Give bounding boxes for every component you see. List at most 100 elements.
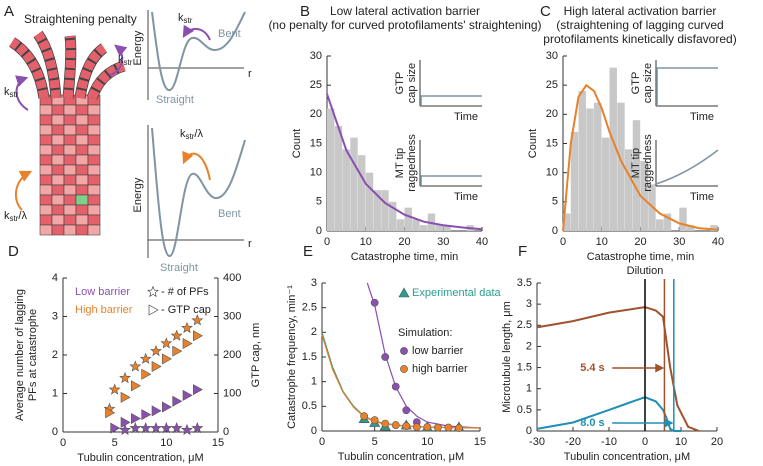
tubulin-block bbox=[51, 174, 65, 186]
x-tick-label: 0 bbox=[324, 236, 330, 248]
x-label: Tubulin concentration, μM bbox=[338, 451, 464, 463]
tubulin-block bbox=[63, 214, 77, 226]
protofilament bbox=[75, 44, 107, 99]
x-tick-label: 20 bbox=[398, 236, 410, 248]
state-label: Bent bbox=[218, 208, 241, 220]
x-tick-label: -10 bbox=[601, 436, 617, 448]
y-tick-label: 1 bbox=[526, 383, 532, 395]
bar bbox=[396, 219, 405, 231]
y-tick-label: 25 bbox=[546, 79, 558, 91]
rate-sub: str bbox=[10, 214, 19, 223]
y-label: Count bbox=[291, 129, 303, 158]
inset-y-label: GTP bbox=[630, 72, 642, 95]
point bbox=[172, 345, 183, 357]
y-tick-label: 5 bbox=[316, 196, 322, 208]
y-label: Average number of lagging bbox=[14, 289, 26, 421]
panel-label: D bbox=[8, 243, 19, 260]
tubulin-block bbox=[39, 144, 53, 156]
fit-line bbox=[562, 83, 719, 232]
rate-k: k bbox=[4, 86, 10, 98]
y-tick-label: 1.5 bbox=[302, 351, 317, 363]
tubulin-block bbox=[63, 154, 77, 166]
rate-label: kstr bbox=[118, 54, 133, 67]
bar bbox=[586, 108, 594, 231]
panel-a: A Straightening penalty kstr kstr kstr/λ… bbox=[4, 3, 252, 274]
y-tick-label: 2 bbox=[52, 349, 58, 361]
inset-y-label: raggedness bbox=[406, 134, 418, 192]
tubulin-block bbox=[63, 164, 77, 176]
bar bbox=[632, 120, 641, 231]
tubulin-block bbox=[39, 194, 53, 206]
rate-label: kstr bbox=[178, 12, 193, 25]
tubulin-block bbox=[39, 184, 53, 196]
rate-sub: str bbox=[184, 16, 193, 25]
x-tick-label: 0 bbox=[560, 236, 566, 248]
tubulin-block bbox=[39, 204, 53, 216]
tubulin-block bbox=[75, 204, 89, 216]
point bbox=[191, 421, 204, 434]
event-label: Dilution bbox=[627, 265, 664, 277]
line bbox=[536, 306, 700, 432]
bar bbox=[570, 131, 579, 231]
legend-marker bbox=[400, 365, 408, 373]
tubulin-block bbox=[87, 204, 101, 216]
tubulin-block bbox=[39, 124, 53, 136]
rate-label: kstr/λ bbox=[180, 128, 203, 141]
tubulin-block bbox=[87, 104, 101, 116]
bar bbox=[679, 207, 687, 231]
panel-label: C bbox=[540, 3, 551, 20]
bar bbox=[358, 155, 366, 231]
y2-tick-label: 0 bbox=[223, 426, 229, 438]
tubulin-block bbox=[51, 184, 65, 196]
x-label: r bbox=[248, 238, 252, 250]
y-tick-label: 1.5 bbox=[517, 361, 532, 373]
x-tick-label: 20 bbox=[711, 436, 723, 448]
tubulin-block bbox=[39, 214, 53, 226]
point bbox=[160, 337, 173, 349]
rate-label: kstr bbox=[4, 86, 19, 99]
tubulin-block bbox=[51, 104, 65, 116]
x-tick-label: 15 bbox=[474, 436, 486, 448]
bar bbox=[412, 219, 420, 231]
x-tick-label: 0 bbox=[319, 436, 325, 448]
point bbox=[150, 421, 162, 434]
tubulin-block bbox=[51, 154, 65, 166]
y2-tick-label: 400 bbox=[223, 272, 241, 284]
tubulin-block bbox=[39, 154, 53, 166]
point bbox=[131, 413, 141, 425]
rate-tail: /λ bbox=[18, 210, 27, 222]
legend-label: - # of PFs bbox=[161, 286, 209, 298]
y-tick-label: 30 bbox=[310, 50, 322, 62]
x-tick-label: 10 bbox=[675, 436, 687, 448]
legend-marker bbox=[147, 285, 159, 298]
point bbox=[151, 405, 162, 417]
y-tick-label: 15 bbox=[310, 137, 322, 149]
tubulin-block bbox=[51, 144, 65, 156]
panel-label: F bbox=[518, 243, 527, 260]
y-tick-label: 0 bbox=[552, 225, 558, 237]
energy-curve bbox=[151, 127, 246, 257]
y-tick-label: 3 bbox=[52, 310, 58, 322]
bar bbox=[443, 225, 451, 231]
tubulin-block bbox=[63, 224, 77, 236]
point bbox=[120, 391, 131, 403]
point bbox=[108, 383, 121, 395]
y-label: PFs at catastrophe bbox=[27, 309, 39, 401]
rate-k: k bbox=[118, 54, 124, 66]
y-label: Microtubule length, μm bbox=[501, 301, 513, 413]
tubulin-block bbox=[63, 184, 77, 196]
point bbox=[444, 423, 453, 432]
legend-marker bbox=[400, 347, 408, 355]
legend-label: low barrier bbox=[412, 345, 464, 357]
x-tick-label: -30 bbox=[529, 436, 545, 448]
rate-tail: /λ bbox=[194, 128, 203, 140]
point bbox=[162, 353, 172, 365]
tubulin-block bbox=[87, 114, 101, 126]
y-tick-label: 5 bbox=[552, 196, 558, 208]
x-tick-label: 10 bbox=[596, 236, 608, 248]
inset-curve bbox=[420, 95, 482, 106]
y-tick-label: 30 bbox=[546, 50, 558, 62]
y2-tick-label: 100 bbox=[223, 387, 241, 399]
point bbox=[381, 419, 390, 428]
point bbox=[370, 416, 379, 425]
